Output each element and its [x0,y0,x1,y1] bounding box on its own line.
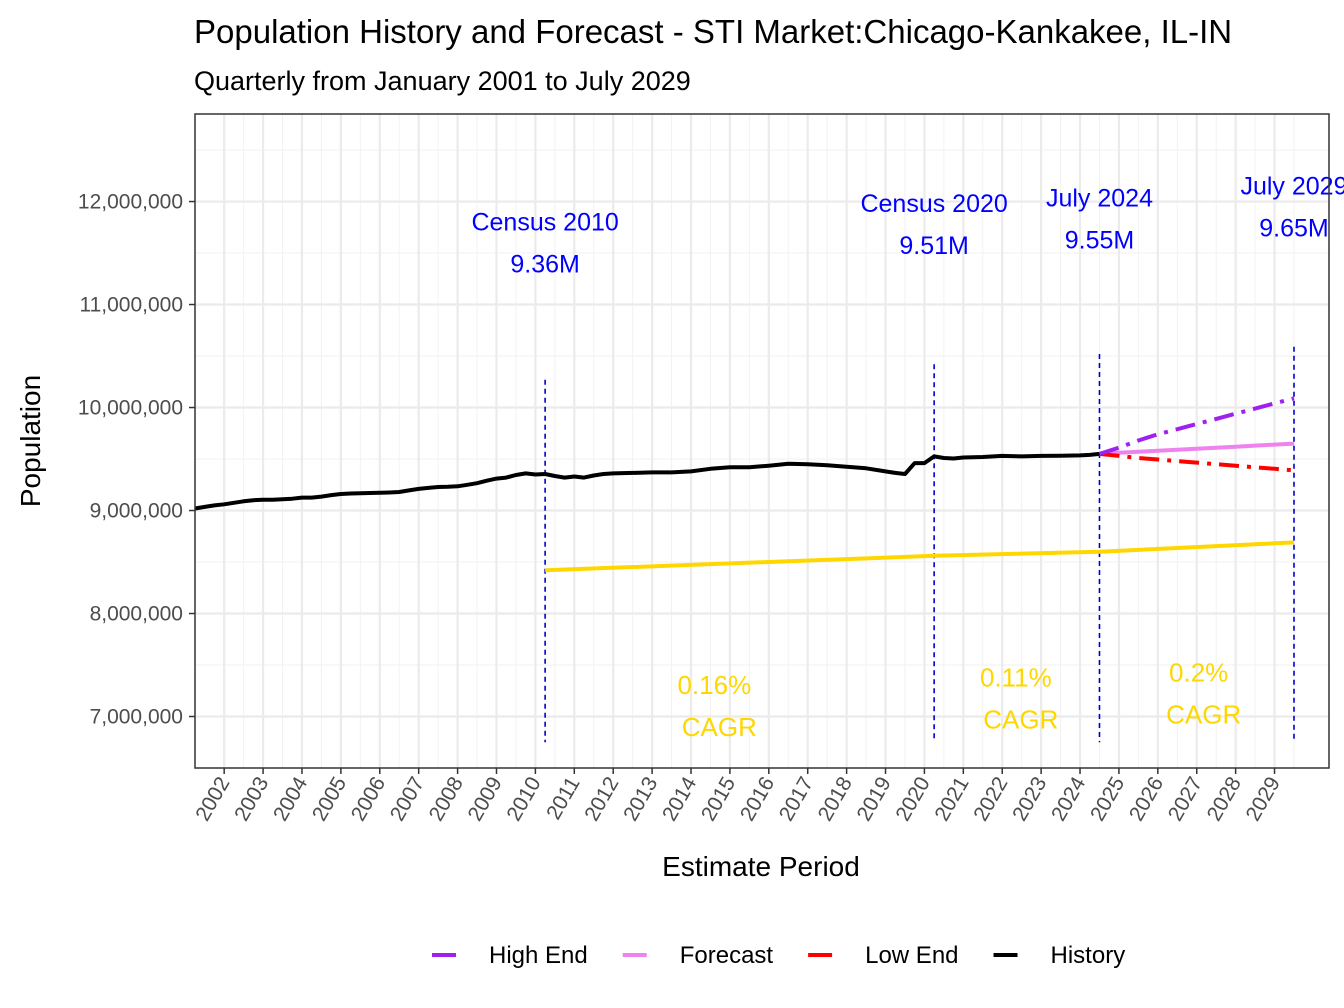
x-tick-label: 2022 [969,773,1012,825]
x-tick-label: 2018 [814,773,857,825]
y-tick-label: 7,000,000 [90,706,183,729]
legend-label: Forecast [680,942,774,969]
y-tick-label: 12,000,000 [78,191,183,214]
x-tick-label: 2015 [697,773,740,825]
cagr-percent: 0.16% [677,670,751,700]
legend-label: History [1051,942,1126,969]
x-tick-label: 2002 [191,773,234,825]
x-tick-label: 2014 [658,773,701,825]
event-label: July 2024 [1046,185,1153,213]
history-series-line [194,451,1100,511]
y-tick-label: 11,000,000 [79,294,183,317]
plot-panel-border [194,113,1330,769]
legend: High End Forecast Low End History [432,942,1125,969]
chart-subtitle: Quarterly from January 2001 to July 2029 [194,66,691,96]
legend-label: Low End [865,942,958,969]
y-tick-label: 8,000,000 [90,603,183,626]
x-tick-label: 2016 [736,773,779,825]
x-tick-label: 2009 [464,773,507,825]
data-series [194,396,1295,573]
cagr-label: CAGR [1166,699,1241,729]
y-tick-label: 10,000,000 [78,397,183,420]
x-tick-label: 2011 [542,773,585,824]
event-label: Census 2020 [860,190,1007,218]
cagr-percent: 0.11% [980,663,1052,693]
x-tick-label: 2017 [775,773,818,825]
cagr-percent: 0.2% [1169,657,1228,687]
y-tick-label: 9,000,000 [90,500,183,523]
event-value: 9.51M [899,232,968,260]
x-tick-label: 2023 [1008,773,1051,825]
forecast-series-line [1099,441,1295,456]
cagr-label: CAGR [682,712,757,742]
x-tick-label: 2012 [580,773,623,825]
low-end-series-line [1099,451,1295,473]
event-label: July 2029 [1240,172,1344,200]
x-tick-label: 2013 [619,773,662,825]
x-tick-label: 2005 [308,773,351,825]
x-axis-ticks: 2002200320042005200620072008200920102011… [191,768,1285,825]
x-tick-label: 2019 [853,773,896,825]
cagr-trend-series-line [545,540,1295,573]
x-tick-label: 2003 [230,773,273,825]
event-value: 9.65M [1259,214,1328,242]
x-tick-label: 2026 [1125,773,1168,825]
high-end-series-line [1098,396,1295,456]
event-vertical-lines [544,346,1295,743]
x-tick-label: 2010 [502,773,545,825]
x-tick-label: 2007 [386,773,429,825]
x-axis-title: Estimate Period [662,851,860,882]
event-label: Census 2010 [471,208,618,236]
event-value: 9.36M [510,250,579,278]
x-tick-label: 2008 [425,773,468,825]
minor-gridlines [195,114,1329,768]
event-value: 9.55M [1065,227,1134,255]
x-tick-label: 2024 [1047,773,1090,825]
x-tick-label: 2025 [1086,773,1129,825]
x-tick-label: 2021 [930,773,973,825]
x-tick-label: 2028 [1203,773,1246,825]
x-tick-label: 2029 [1242,773,1285,825]
chart-annotations: Census 2010 9.36M Census 2020 9.51M July 202… [471,172,1344,742]
major-gridlines [195,114,1329,768]
x-tick-label: 2027 [1164,773,1207,825]
y-axis-title: Population [15,375,46,507]
legend-label: High End [489,942,588,969]
x-tick-label: 2020 [891,773,934,825]
chart-title: Population History and Forecast - STI Ma… [194,13,1232,50]
y-axis-ticks: 7,000,000 8,000,000 9,000,000 10,000,000 11,… [78,191,195,729]
x-tick-label: 2006 [347,773,390,825]
cagr-label: CAGR [983,705,1058,735]
x-tick-label: 2004 [269,773,312,825]
